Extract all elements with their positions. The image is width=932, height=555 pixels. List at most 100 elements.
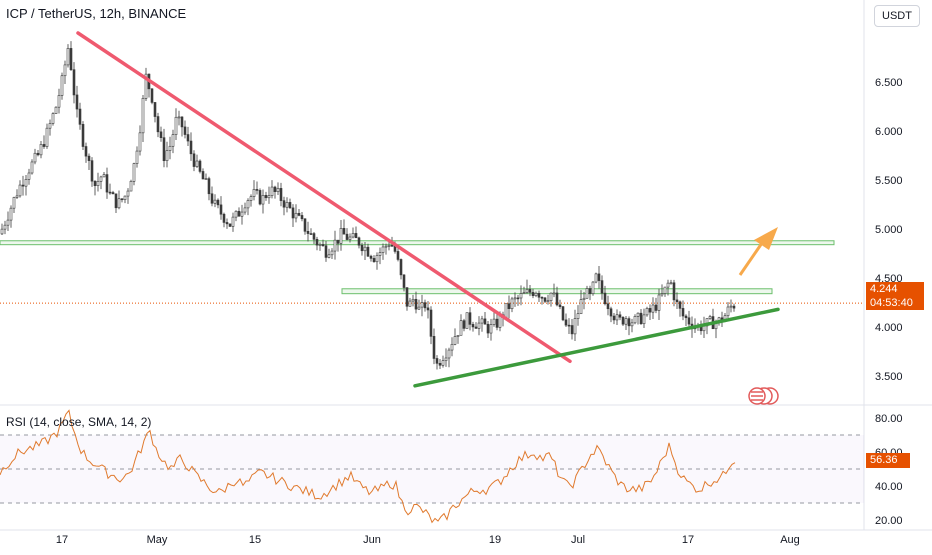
candle-up [261, 195, 265, 205]
candle-down [309, 233, 313, 235]
candle-down [468, 312, 472, 325]
candle-up [171, 134, 175, 147]
candle-down [279, 188, 283, 201]
candle-down [72, 69, 76, 96]
candle-up [234, 210, 238, 218]
candle-up [381, 246, 385, 253]
candle-down [390, 245, 394, 247]
candle-down [435, 358, 439, 364]
candle-up [333, 239, 337, 252]
rsi-value-tag: 56.36 [866, 453, 910, 468]
candle-down [93, 180, 97, 187]
candle-up [456, 334, 460, 337]
candle-up [651, 304, 655, 313]
candle-down [438, 363, 442, 366]
candle-down [369, 255, 373, 259]
candle-down [621, 316, 625, 325]
candle-down [288, 202, 292, 209]
rsi-line [0, 409, 736, 524]
candle-down [273, 186, 277, 192]
candle-up [141, 98, 145, 134]
candle-down [402, 274, 406, 288]
candle-down [156, 116, 160, 133]
candle-down [423, 302, 427, 309]
candle-up [126, 190, 130, 197]
currency-button[interactable]: USDT [874, 5, 920, 27]
price-tick-label: 6.500 [875, 77, 903, 89]
candle-up [168, 145, 172, 151]
candle-down [654, 304, 658, 311]
candle-up [636, 312, 640, 317]
candle-up [549, 292, 553, 302]
candle-down [588, 288, 592, 294]
candle-down [183, 126, 187, 135]
candle-down [225, 222, 229, 225]
candle-up [660, 293, 664, 296]
candle-up [384, 245, 388, 248]
candle-down [687, 317, 691, 325]
time-tick-label: May [147, 534, 168, 546]
candle-up [573, 318, 577, 335]
candle-down [396, 251, 400, 260]
candle-up [48, 123, 52, 129]
rsi-label: RSI (14, close, SMA, 14, 2) [6, 415, 152, 429]
candle-down [312, 233, 316, 240]
candle-up [477, 322, 481, 329]
candle-down [597, 273, 601, 281]
candle-down [603, 292, 607, 305]
candle-up [117, 198, 121, 209]
candle-down [108, 191, 112, 194]
candle-down [414, 298, 418, 310]
candle-down [207, 178, 211, 195]
candle-up [453, 336, 457, 345]
candle-down [228, 223, 232, 227]
candle-up [645, 308, 649, 316]
candle-up [594, 273, 598, 283]
candle-up [144, 73, 148, 99]
candle-up [378, 252, 382, 256]
candle-up [165, 150, 169, 162]
candle-up [708, 316, 712, 319]
candle-down [360, 244, 364, 252]
candle-up [663, 286, 667, 294]
economic-events-icon[interactable] [748, 387, 779, 405]
time-tick-label: 17 [682, 534, 694, 546]
candle-down [507, 303, 511, 310]
candle-down [531, 292, 535, 296]
candle-up [138, 132, 142, 152]
candle-up [96, 181, 100, 187]
projection-arrow-shaft [738, 242, 764, 276]
candle-up [459, 320, 463, 336]
candle-down [483, 318, 487, 325]
price-tick-label: 5.000 [875, 224, 903, 236]
candle-up [591, 281, 595, 294]
candle-up [348, 236, 352, 240]
candle-down [303, 218, 307, 232]
candle-down [366, 246, 370, 257]
candle-up [351, 233, 355, 238]
candle-up [480, 318, 484, 324]
candle-up [99, 176, 103, 182]
candle-down [357, 237, 361, 246]
rsi-tick-label: 20.00 [875, 515, 903, 527]
candle-up [9, 207, 13, 221]
candle-up [252, 189, 256, 197]
candle-down [219, 204, 223, 215]
candle-down [300, 215, 304, 220]
candle-down [291, 207, 295, 219]
candle-up [27, 172, 31, 180]
candle-up [45, 127, 49, 147]
candle-down [612, 315, 616, 321]
candle-down [201, 171, 205, 180]
candle-down [495, 318, 499, 328]
candle-down [627, 318, 631, 327]
candle-down [78, 108, 82, 125]
candle-up [327, 254, 331, 258]
candle-up [729, 305, 733, 308]
candle-down [555, 292, 559, 306]
time-tick-label: 17 [56, 534, 68, 546]
candle-down [600, 280, 604, 294]
candle-down [42, 144, 46, 147]
time-tick-label: 19 [489, 534, 501, 546]
